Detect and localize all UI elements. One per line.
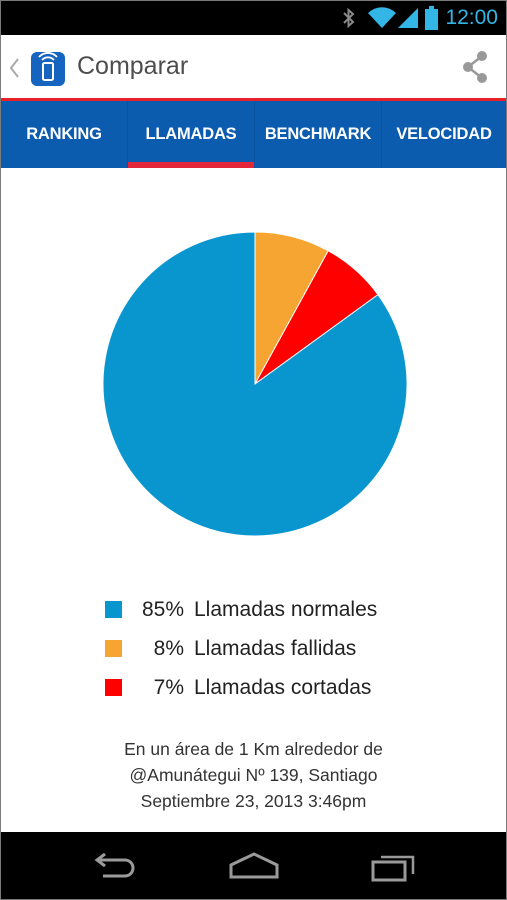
tab-divider — [127, 101, 128, 168]
tab-llamadas[interactable]: LLAMADAS — [128, 101, 254, 168]
tab-ranking[interactable]: RANKING — [1, 101, 127, 168]
cell-signal-icon — [397, 1, 419, 35]
legend-swatch — [105, 679, 122, 696]
battery-icon — [425, 1, 438, 35]
pie-chart — [102, 231, 408, 537]
tab-label: BENCHMARK — [264, 125, 372, 143]
caption-address: @Amunátegui Nº 139, Santiago — [129, 765, 378, 785]
home-icon[interactable] — [219, 846, 289, 886]
location-caption: En un área de 1 Km alrededor de @Amunáte… — [1, 736, 506, 814]
phone-signal-icon[interactable] — [31, 52, 65, 86]
tab-divider — [254, 101, 255, 168]
tab-label: LLAMADAS — [145, 125, 237, 143]
caption-area: En un área de 1 Km alrededor de — [124, 739, 383, 759]
wifi-icon — [367, 1, 397, 35]
legend-percent: 7% — [153, 675, 184, 699]
back-chevron-icon[interactable] — [5, 53, 23, 83]
status-bar: 12:00 — [1, 1, 506, 35]
share-icon[interactable] — [460, 50, 490, 84]
nav-bar — [1, 832, 506, 899]
tab-divider — [381, 101, 382, 168]
tab-velocidad[interactable]: VELOCIDAD — [382, 101, 506, 168]
legend-label: Llamadas fallidas — [194, 636, 357, 660]
chart-area: 85% Llamadas normales 8% Llamadas fallid… — [1, 168, 506, 828]
chart-legend: 85% Llamadas normales 8% Llamadas fallid… — [105, 590, 377, 707]
legend-item-normales: 85% Llamadas normales — [105, 590, 377, 629]
pie-slice-normales — [102, 231, 408, 537]
recent-apps-icon[interactable] — [359, 846, 429, 886]
bluetooth-icon — [342, 1, 356, 35]
legend-percent: 8% — [153, 636, 184, 660]
legend-label: Llamadas normales — [194, 597, 378, 621]
tab-label: VELOCIDAD — [396, 125, 492, 143]
back-icon[interactable] — [79, 846, 149, 886]
page-title: Comparar — [77, 52, 189, 80]
legend-swatch — [105, 601, 122, 618]
caption-date: Septiembre 23, 2013 3:46pm — [140, 791, 367, 811]
status-clock: 12:00 — [445, 6, 498, 29]
tab-indicator — [128, 162, 254, 168]
legend-item-fallidas: 8% Llamadas fallidas — [105, 629, 377, 668]
tab-benchmark[interactable]: BENCHMARK — [255, 101, 381, 168]
tab-bar: RANKING LLAMADAS BENCHMARK VELOCIDAD — [1, 101, 506, 168]
action-bar: Comparar — [1, 35, 506, 101]
legend-item-cortadas: 7% Llamadas cortadas — [105, 668, 377, 707]
action-bar-divider — [1, 98, 506, 101]
legend-label: Llamadas cortadas — [194, 675, 372, 699]
legend-percent: 85% — [141, 597, 184, 621]
legend-swatch — [105, 640, 122, 657]
tab-label: RANKING — [26, 125, 102, 143]
